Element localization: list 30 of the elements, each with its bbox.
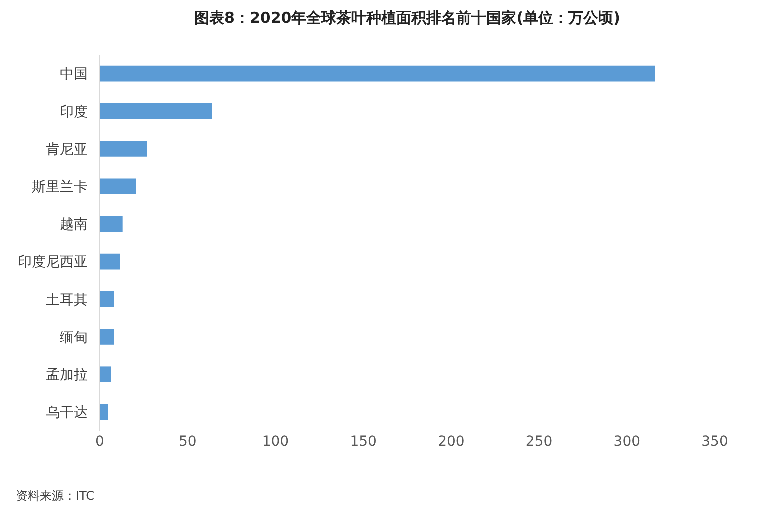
x-tick-label: 0 xyxy=(96,434,104,450)
bar xyxy=(100,292,114,308)
y-tick-label: 孟加拉 xyxy=(46,368,88,384)
x-tick-label: 200 xyxy=(438,434,465,450)
chart-title: 图表8：2020年全球茶叶种植面积排名前十国家(单位：万公顷) xyxy=(194,9,620,28)
bar xyxy=(100,254,120,270)
y-tick-label: 印度尼西亚 xyxy=(18,254,88,271)
bar xyxy=(100,404,108,420)
x-tick-label: 50 xyxy=(178,434,197,450)
y-tick-label: 乌干达 xyxy=(46,405,88,422)
bar xyxy=(100,329,114,345)
bar xyxy=(100,66,656,82)
bar xyxy=(100,141,148,157)
text: 资料来源：ITC xyxy=(16,489,95,503)
y-tick-label: 土耳其 xyxy=(46,292,88,308)
y-tick-label: 印度 xyxy=(60,104,88,120)
bar xyxy=(100,104,212,120)
x-tick-label: 250 xyxy=(526,434,553,450)
x-tick-label: 100 xyxy=(262,434,290,450)
bar xyxy=(100,216,123,232)
x-tick-label: 150 xyxy=(350,434,377,450)
y-tick-label: 中国 xyxy=(60,66,88,83)
x-tick-label: 350 xyxy=(702,434,728,450)
x-tick-label: 300 xyxy=(614,434,641,450)
bar xyxy=(100,366,112,382)
y-tick-label: 斯里兰卡 xyxy=(32,180,88,196)
bar xyxy=(100,178,136,194)
y-tick-label: 缅甸 xyxy=(60,330,88,346)
y-tick-label: 越南 xyxy=(60,217,88,234)
y-tick-label: 肯尼亚 xyxy=(46,142,88,158)
